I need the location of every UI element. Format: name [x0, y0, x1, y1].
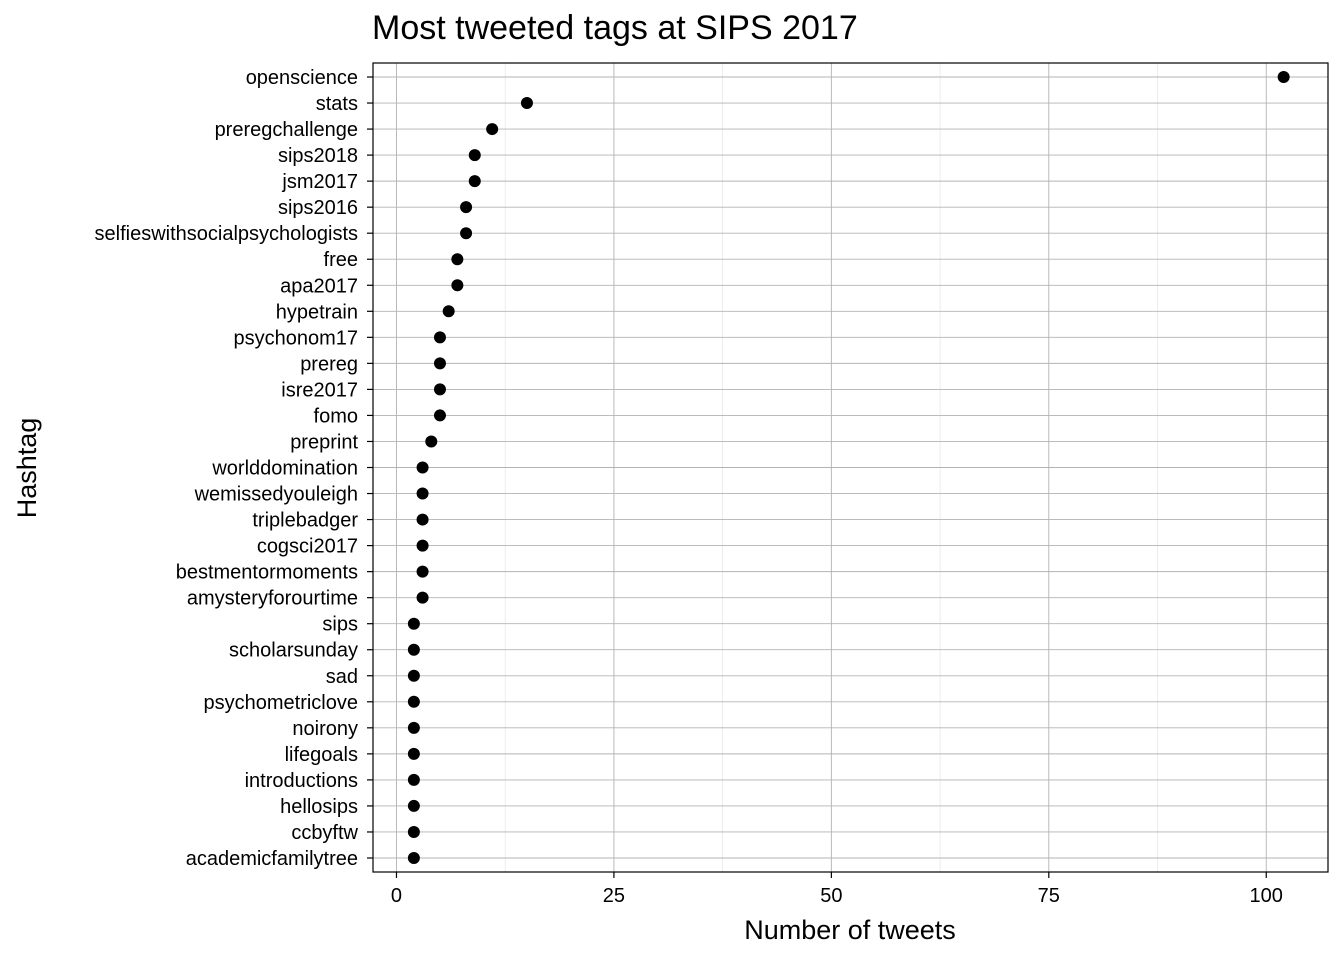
data-point-academicfamilytree	[407, 852, 420, 864]
y-tick-label-scholarsunday: scholarsunday	[229, 640, 358, 662]
chart-title: Most tweeted tags at SIPS 2017	[372, 9, 858, 47]
x-axis-title: Number of tweets	[744, 915, 956, 945]
data-point-ccbyftw	[407, 825, 420, 838]
y-tick-label-stats: stats	[316, 93, 358, 115]
y-tick-label-triplebadger: triplebadger	[252, 510, 358, 532]
data-point-preprint	[425, 435, 438, 448]
y-tick-label-amysteryforourtime: amysteryforourtime	[187, 588, 358, 610]
data-point-sips2016	[460, 201, 473, 214]
y-tick-label-fomo: fomo	[314, 405, 358, 427]
data-point-jsm2017	[468, 175, 481, 188]
y-tick-label-jsm2017: jsm2017	[281, 171, 358, 193]
data-point-wemissedyouleigh	[416, 487, 429, 500]
grid	[373, 63, 1328, 872]
data-point-selfieswithsocialpsychologists	[460, 227, 473, 240]
y-tick-label-psychonom17: psychonom17	[233, 327, 358, 349]
y-tick-label-lifegoals: lifegoals	[285, 744, 358, 766]
data-point-hypetrain	[442, 305, 455, 318]
y-tick-label-selfieswithsocialpsychologists: selfieswithsocialpsychologists	[95, 223, 358, 245]
data-point-sad	[407, 669, 420, 682]
data-point-psychonom17	[433, 331, 446, 344]
y-tick-label-sips: sips	[322, 614, 358, 636]
data-point-apa2017	[451, 279, 464, 292]
data-point-stats	[520, 97, 533, 110]
y-tick-label-bestmentormoments: bestmentormoments	[176, 562, 358, 584]
data-point-introductions	[407, 773, 420, 786]
x-axis: 0 25 50 75 100	[391, 872, 1283, 907]
data-point-hellosips	[407, 799, 420, 812]
y-tick-label-cogsci2017: cogsci2017	[257, 536, 358, 558]
data-point-triplebadger	[416, 513, 429, 526]
y-tick-label-introductions: introductions	[245, 770, 358, 792]
y-tick-label-sips2018: sips2018	[278, 145, 358, 167]
data-point-sips	[407, 617, 420, 630]
y-tick-label-free: free	[324, 249, 358, 271]
y-tick-label-hellosips: hellosips	[280, 796, 358, 818]
y-tick-label-sips2016: sips2016	[278, 197, 358, 219]
x-tick-label-25: 25	[603, 885, 625, 907]
y-tick-label-openscience: openscience	[246, 67, 358, 89]
data-point-sips2018	[468, 149, 481, 162]
x-tick-label-75: 75	[1038, 885, 1060, 907]
data-point-prereg	[433, 357, 446, 370]
data-point-openscience	[1277, 71, 1290, 83]
y-tick-label-prereg: prereg	[300, 353, 358, 375]
y-tick-label-ccbyftw: ccbyftw	[291, 822, 358, 844]
y-axis: openscience stats preregchallenge sips2018 j…	[95, 67, 373, 870]
data-point-noirony	[407, 721, 420, 734]
y-tick-label-preprint: preprint	[290, 431, 358, 453]
x-tick-label-100: 100	[1250, 885, 1283, 907]
y-tick-label-preregchallenge: preregchallenge	[215, 119, 358, 141]
y-tick-label-academicfamilytree: academicfamilytree	[186, 848, 358, 870]
y-tick-label-psychometriclove: psychometriclove	[203, 692, 358, 714]
y-tick-label-wemissedyouleigh: wemissedyouleigh	[194, 484, 358, 506]
data-point-isre2017	[433, 383, 446, 396]
x-tick-label-50: 50	[820, 885, 842, 907]
data-point-fomo	[433, 409, 446, 422]
x-tick-label-0: 0	[391, 885, 402, 907]
data-point-psychometriclove	[407, 695, 420, 708]
data-point-lifegoals	[407, 747, 420, 760]
data-point-bestmentormoments	[416, 565, 429, 578]
y-axis-title: Hashtag	[12, 418, 42, 519]
data-point-cogsci2017	[416, 539, 429, 552]
data-point-free	[451, 253, 464, 266]
y-tick-label-isre2017: isre2017	[281, 379, 358, 401]
y-tick-label-worlddomination: worlddomination	[211, 458, 358, 480]
data-points	[407, 71, 1290, 864]
y-tick-label-apa2017: apa2017	[280, 275, 358, 297]
data-point-worlddomination	[416, 461, 429, 474]
data-point-amysteryforourtime	[416, 591, 429, 604]
data-point-preregchallenge	[486, 123, 499, 136]
y-tick-label-sad: sad	[326, 666, 358, 688]
y-tick-label-noirony: noirony	[292, 718, 358, 740]
y-tick-label-hypetrain: hypetrain	[276, 301, 358, 323]
data-point-scholarsunday	[407, 643, 420, 656]
